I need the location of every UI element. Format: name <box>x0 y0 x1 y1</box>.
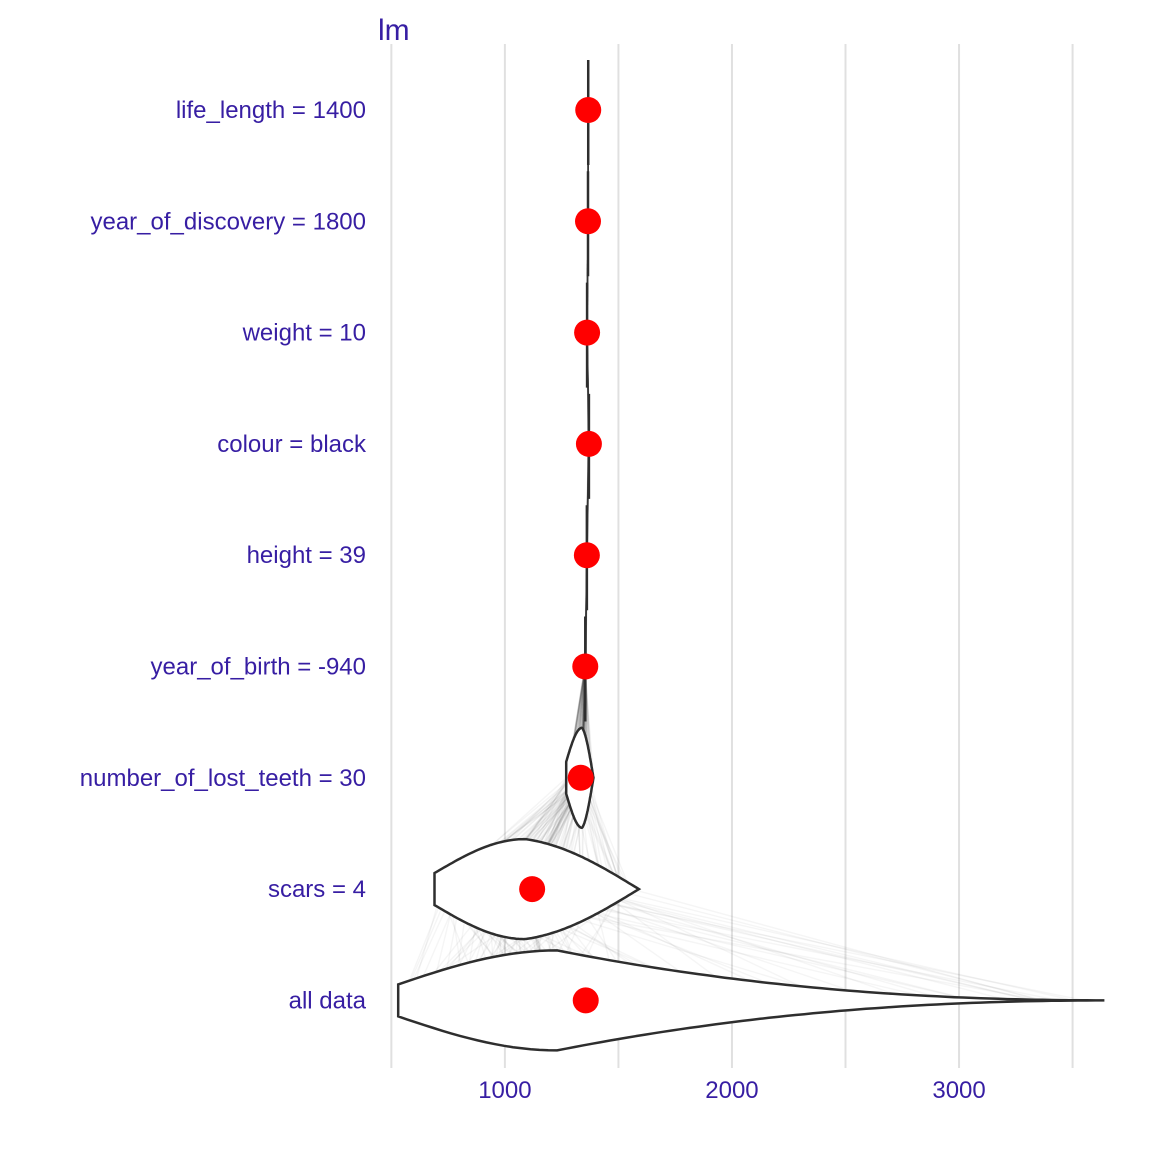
category-label: year_of_birth = -940 <box>151 654 366 681</box>
category-label: number_of_lost_teeth = 30 <box>80 765 366 792</box>
chart-title: lm <box>378 14 410 47</box>
mean-point <box>574 542 600 568</box>
category-label: height = 39 <box>247 542 366 569</box>
mean-point <box>568 765 594 791</box>
mean-point <box>574 320 600 346</box>
x-tick-label: 1000 <box>478 1077 531 1104</box>
mean-point <box>576 431 602 457</box>
mean-point <box>575 97 601 123</box>
mean-point <box>573 987 599 1013</box>
mean-point <box>572 654 598 680</box>
category-label: all data <box>289 987 367 1014</box>
mean-point <box>519 876 545 902</box>
x-tick-label: 3000 <box>932 1077 985 1104</box>
x-tick-label: 2000 <box>705 1077 758 1104</box>
category-label: life_length = 1400 <box>176 97 366 124</box>
category-label: weight = 10 <box>242 320 366 347</box>
category-label: colour = black <box>217 431 367 458</box>
x-axis-ticks: 1000 2000 3000 <box>478 1077 986 1104</box>
mean-point <box>575 208 601 234</box>
category-label: year_of_discovery = 1800 <box>90 208 366 235</box>
category-label: scars = 4 <box>268 876 366 903</box>
category-labels: life_length = 1400 year_of_discovery = 18… <box>80 97 367 1014</box>
violin <box>398 950 1104 1050</box>
